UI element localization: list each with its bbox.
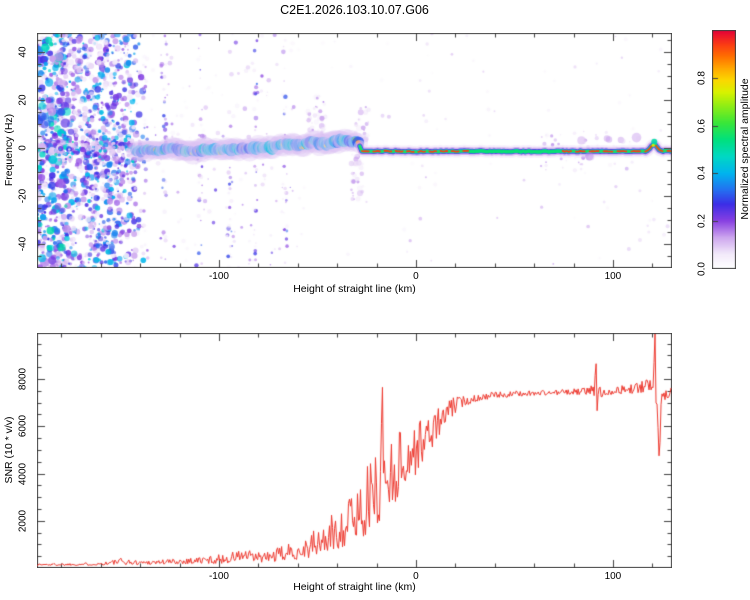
y-tick-label: 20 <box>17 94 29 106</box>
colorbar-tick-label: 0.2 <box>696 214 708 229</box>
x-tick-label: 0 <box>413 571 419 582</box>
colorbar-tick-label: 0.6 <box>696 118 708 133</box>
spectrogram-canvas <box>37 33 672 268</box>
y-tick-label: -40 <box>17 236 29 252</box>
x-tick-label: 100 <box>604 271 622 282</box>
colorbar-title: Normalized spectral amplitude <box>739 78 750 220</box>
y-tick-label: 2000 <box>17 509 29 532</box>
x-tick-label: -100 <box>208 571 229 582</box>
colorbar-tick-label: 0.4 <box>696 166 708 181</box>
colorbar-canvas <box>712 30 736 269</box>
y-tick-label: 8000 <box>17 367 29 391</box>
y-tick-label: 0 <box>17 145 29 151</box>
snr-canvas <box>37 333 672 568</box>
snr-y-axis-title: SNR (10 * v/v) <box>3 416 15 484</box>
x-tick-label: 0 <box>413 271 419 282</box>
x-tick-label: 100 <box>604 571 622 582</box>
snr-x-axis-title: Height of straight line (km) <box>293 581 416 593</box>
y-tick-label: 4000 <box>17 462 29 485</box>
colorbar-tick-label: 0.8 <box>696 70 708 85</box>
spectrogram-x-axis-title: Height of straight line (km) <box>293 283 416 295</box>
y-tick-label: 40 <box>17 46 29 58</box>
spectrogram-y-axis-title: Frequency (Hz) <box>3 113 15 187</box>
y-tick-label: -20 <box>17 188 29 204</box>
x-tick-label: -100 <box>208 271 229 282</box>
page-title: C2E1.2026.103.10.07.G06 <box>280 3 429 17</box>
y-tick-label: 6000 <box>17 415 29 438</box>
colorbar-tick-label: 0.0 <box>696 262 708 276</box>
